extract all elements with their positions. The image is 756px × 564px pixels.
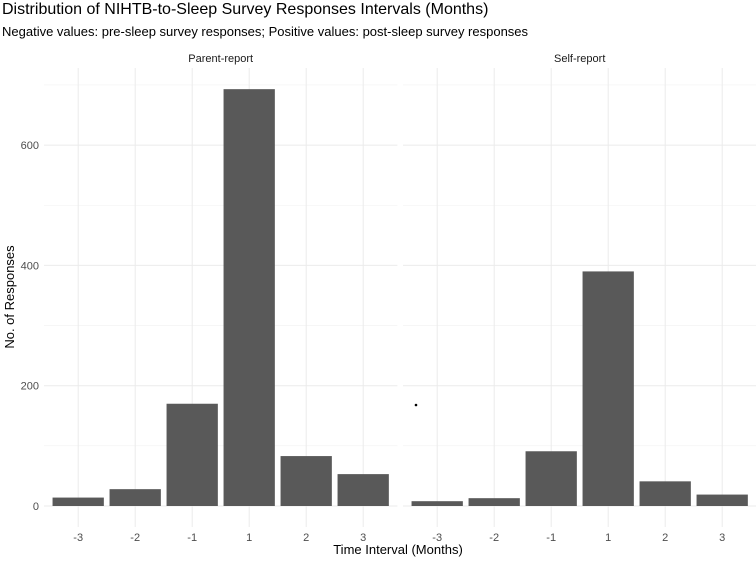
x-tick-label: -1 [187, 532, 197, 544]
bar-parent-report--3 [52, 497, 104, 506]
y-tick-label: 400 [21, 260, 39, 272]
x-tick-label: -2 [130, 532, 140, 544]
y-tick-label: 200 [21, 381, 39, 393]
x-tick-label: -3 [432, 532, 442, 544]
bar-self-report-2 [639, 481, 691, 506]
x-tick-label: 2 [662, 532, 668, 544]
y-axis-label: No. of Responses [2, 245, 17, 349]
x-tick-label: 3 [360, 532, 366, 544]
x-tick-label: 1 [246, 532, 252, 544]
bar-parent-report--2 [109, 489, 161, 506]
bar-parent-report-2 [280, 456, 332, 506]
chart-subtitle: Negative values: pre-sleep survey respon… [2, 24, 529, 39]
chart-title: Distribution of NIHTB-to-Sleep Survey Re… [2, 1, 488, 18]
bar-parent-report-1 [223, 89, 275, 507]
facet-label-self-report: Self-report [554, 53, 605, 65]
stray-dot [414, 403, 418, 407]
bar-self-report-3 [696, 494, 748, 506]
bar-parent-report-3 [337, 474, 389, 506]
y-tick-label: 0 [33, 501, 39, 513]
bar-self-report--1 [525, 451, 577, 506]
bar-self-report--2 [468, 498, 520, 506]
bar-self-report-1 [582, 271, 634, 506]
x-tick-label: 2 [303, 532, 309, 544]
x-tick-label: 3 [719, 532, 725, 544]
x-tick-label: -3 [73, 532, 83, 544]
facet-label-parent-report: Parent-report [188, 53, 253, 65]
bar-self-report--3 [411, 501, 463, 506]
x-axis-label: Time Interval (Months) [333, 542, 463, 557]
x-tick-label: 1 [605, 532, 611, 544]
x-tick-label: -2 [489, 532, 499, 544]
bar-parent-report--1 [166, 403, 218, 506]
x-tick-label: -1 [546, 532, 556, 544]
y-tick-label: 600 [21, 140, 39, 152]
